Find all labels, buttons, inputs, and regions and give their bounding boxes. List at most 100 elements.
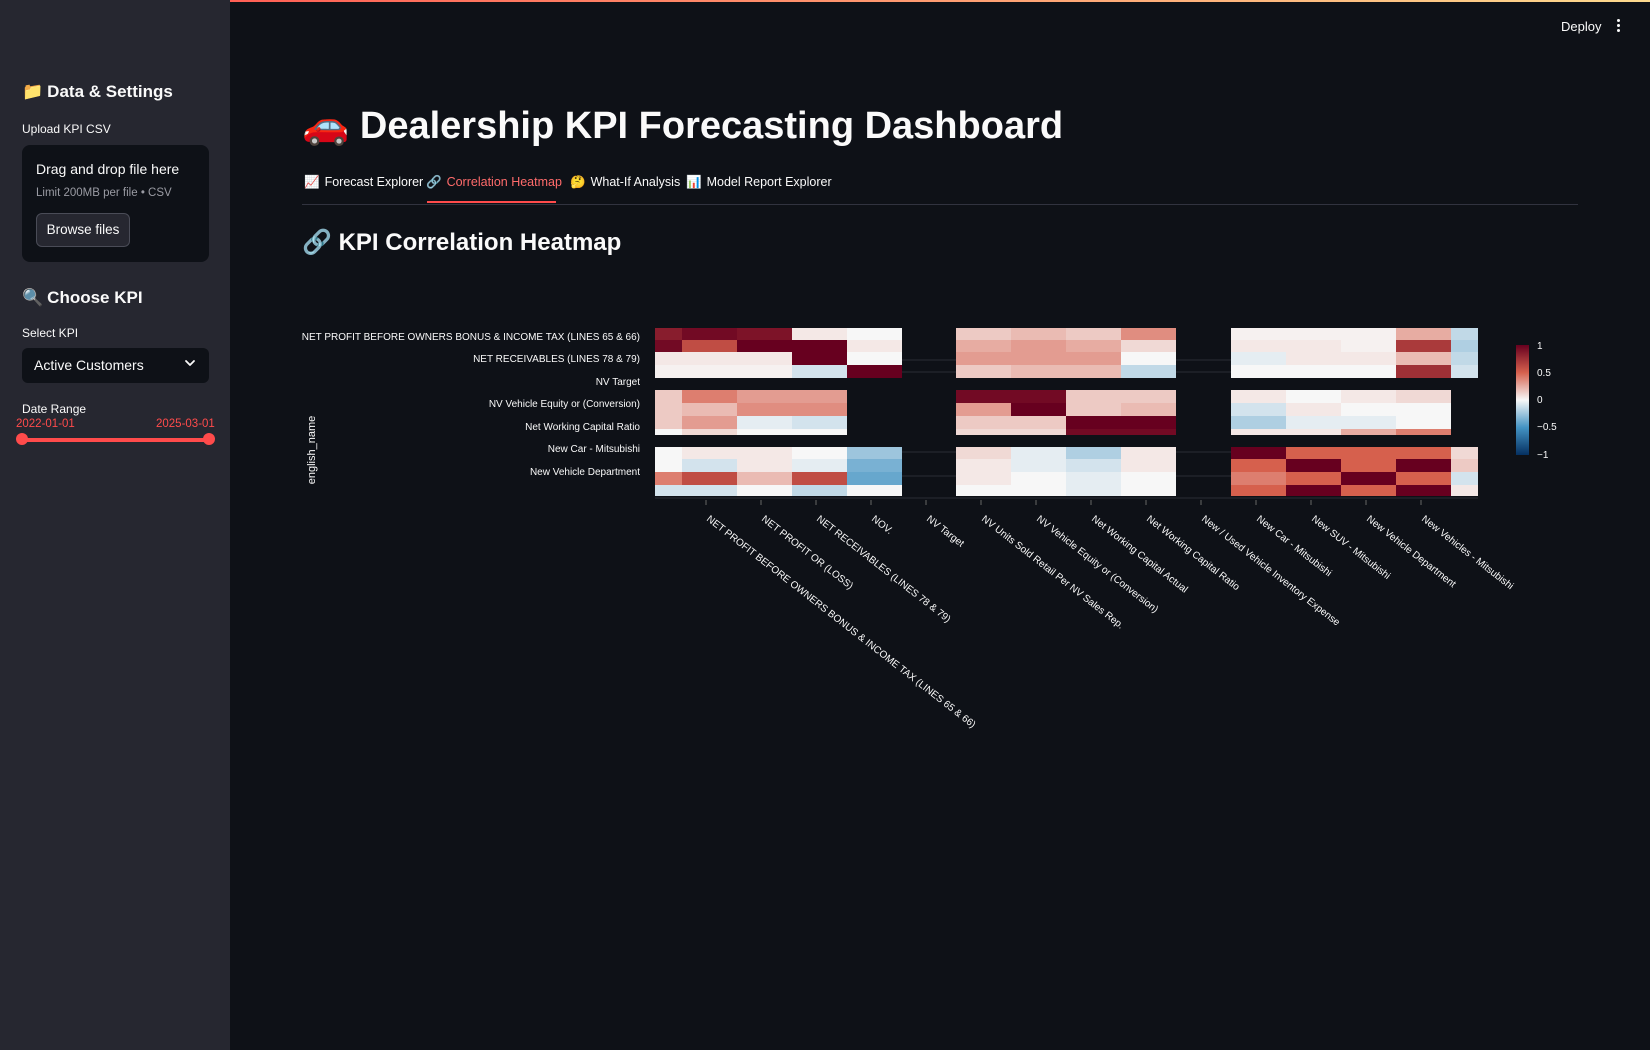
heatmap-cell: [1011, 429, 1066, 435]
tab-forecast-explorer[interactable]: 📈 Forecast Explorer: [304, 175, 423, 190]
choose-kpi-title: Choose KPI: [47, 288, 143, 307]
heatmap-cell: [1121, 365, 1176, 378]
heatmap-cell: [1396, 352, 1451, 365]
heatmap-cell: [1066, 390, 1121, 403]
heatmap-cell: [682, 352, 737, 365]
date-range-start: 2022-01-01: [16, 418, 75, 430]
heatmap-cell: [956, 328, 1011, 340]
heatmap-cell: [1396, 472, 1451, 485]
dropzone-text: Drag and drop file here: [36, 161, 180, 177]
heatmap-cell: [1121, 459, 1176, 472]
x-tick-label: NET PROFIT OR (LOSS): [759, 514, 855, 592]
heatmap-cell: [737, 403, 792, 416]
heatmap-cell: [655, 485, 682, 496]
tab-correlation-heatmap[interactable]: 🔗 Correlation Heatmap: [426, 175, 562, 190]
heatmap-cell: [655, 472, 682, 485]
heatmap-cell: [1451, 365, 1478, 378]
heatmap-cell: [1231, 390, 1286, 403]
heatmap-cell: [1011, 340, 1066, 352]
x-tick-labels: NET PROFIT BEFORE OWNERS BONUS & INCOME …: [704, 500, 1515, 731]
heatmap-cell: [682, 459, 737, 472]
heatmap-cell: [655, 328, 682, 340]
heatmap-cell: [737, 472, 792, 485]
heatmap-cell: [1121, 485, 1176, 496]
heatmap-cell: [956, 365, 1011, 378]
heatmap-cell: [1231, 485, 1286, 496]
heatmap-cell: [792, 416, 847, 429]
heatmap-cell: [792, 352, 847, 365]
heatmap-cell: [956, 340, 1011, 352]
heatmap-cell: [1121, 472, 1176, 485]
heatmap-cell: [1396, 390, 1451, 403]
heatmap-cell: [792, 403, 847, 416]
file-uploader-dropzone[interactable]: Drag and drop file here Limit 200MB per …: [22, 145, 209, 262]
main-menu-icon[interactable]: [1614, 18, 1622, 34]
heatmap-cell: [1286, 403, 1341, 416]
heatmap-cell: [682, 403, 737, 416]
heatmap-cell: [792, 340, 847, 352]
y-axis-label: english_name: [306, 416, 318, 485]
colorbar: [1516, 345, 1529, 455]
heatmap-cell: [737, 390, 792, 403]
heatmap-cell: [682, 447, 737, 459]
heatmap-cell: [1121, 352, 1176, 365]
heatmap-cell: [1451, 459, 1478, 472]
heatmap-cell: [1286, 352, 1341, 365]
heatmap-cell: [1451, 447, 1478, 459]
heatmap-cell: [1121, 403, 1176, 416]
heatmap-cell: [847, 472, 902, 485]
heatmap-cell: [1011, 365, 1066, 378]
tab-model-report-explorer[interactable]: 📊 Model Report Explorer: [686, 175, 832, 190]
heatmap-cell: [1066, 340, 1121, 352]
choose-kpi-heading: 🔍 Choose KPI: [22, 288, 143, 308]
heatmap-cell: [1451, 485, 1478, 496]
dropzone-limit-text: Limit 200MB per file • CSV: [36, 187, 172, 199]
section-title: 🔗 KPI Correlation Heatmap: [302, 228, 621, 257]
x-tick-label: Net Working Capital Actual: [1089, 514, 1189, 596]
heatmap-cell: [682, 472, 737, 485]
browse-files-button[interactable]: Browse files: [36, 213, 130, 247]
heatmap-cell: [1011, 352, 1066, 365]
heatmap-cell: [1011, 416, 1066, 429]
date-range-track[interactable]: [22, 438, 209, 442]
tab-label: What-If Analysis: [590, 175, 681, 189]
kpi-select[interactable]: Active Customers: [22, 348, 209, 383]
heatmap-cell: [956, 352, 1011, 365]
deploy-button[interactable]: Deploy: [1561, 19, 1602, 34]
date-range-start-handle[interactable]: [16, 433, 28, 445]
heatmap-cell: [847, 365, 902, 378]
heatmap-cell: [682, 365, 737, 378]
heatmap-cell: [682, 340, 737, 352]
heatmap-cell: [1066, 429, 1121, 435]
date-range-end-handle[interactable]: [203, 433, 215, 445]
heatmap-cell: [1121, 390, 1176, 403]
heatmap-cell: [1451, 328, 1478, 340]
tab-label: Correlation Heatmap: [446, 175, 562, 189]
heatmap-cell: [1121, 328, 1176, 340]
heatmap-cell: [1341, 472, 1396, 485]
y-tick-label: NET RECEIVABLES (LINES 78 & 79): [473, 354, 640, 365]
colorbar-tick-label: 0.5: [1537, 368, 1551, 379]
heatmap-cell: [682, 390, 737, 403]
heatmap-cell: [737, 429, 792, 435]
heatmap-cell: [655, 340, 682, 352]
heatmap-cell: [1011, 403, 1066, 416]
heatmap-cell: [737, 365, 792, 378]
upload-label: Upload KPI CSV: [22, 122, 111, 136]
heatmap-cell: [737, 340, 792, 352]
heatmap-cell: [655, 390, 682, 403]
heatmap-cell: [1121, 416, 1176, 429]
folder-icon: 📁: [22, 82, 44, 101]
kpi-select-value: Active Customers: [34, 357, 144, 373]
heatmap-cell: [1231, 429, 1286, 435]
heatmap-cell: [956, 472, 1011, 485]
heatmap-cell: [655, 352, 682, 365]
heatmap-cell: [655, 429, 682, 435]
tab-what-if-analysis[interactable]: 🤔 What-If Analysis: [570, 175, 680, 190]
heatmap-cell: [682, 429, 737, 435]
heatmap-cell: [655, 403, 682, 416]
heatmap-cell: [1066, 403, 1121, 416]
heatmap-cell: [956, 390, 1011, 403]
heatmap-cells: [655, 328, 1478, 499]
